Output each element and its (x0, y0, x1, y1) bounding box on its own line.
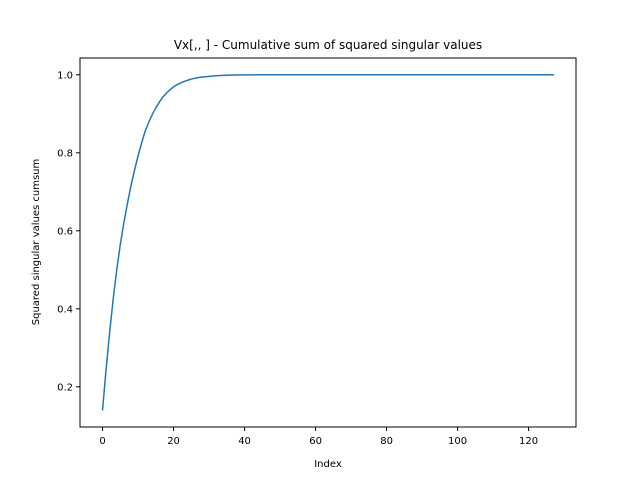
x-tick-label: 60 (309, 436, 322, 447)
y-axis: 0.2 0.4 0.6 0.8 1.0 (57, 70, 80, 393)
x-tick-label: 120 (519, 436, 538, 447)
y-tick-label: 0.4 (57, 304, 73, 315)
y-axis-label: Squared singular values cumsum (31, 159, 42, 326)
x-tick-label: 0 (99, 436, 105, 447)
y-tick-label: 0.6 (57, 226, 73, 237)
axes-frame (79, 57, 577, 428)
x-tick-label: 80 (380, 436, 393, 447)
y-tick-label: 1.0 (57, 70, 73, 81)
plot-area (79, 57, 577, 428)
y-tick-label: 0.8 (57, 148, 73, 159)
x-axis-label: Index (314, 459, 342, 470)
x-axis: 0 20 40 60 80 100 120 (99, 427, 538, 447)
chart-title: Vx[,, ] - Cumulative sum of squared sing… (174, 38, 482, 52)
y-tick-label: 0.2 (57, 382, 73, 393)
x-tick-label: 20 (167, 436, 180, 447)
x-tick-label: 100 (448, 436, 467, 447)
series-line (101, 74, 555, 411)
x-tick-label: 40 (238, 436, 251, 447)
